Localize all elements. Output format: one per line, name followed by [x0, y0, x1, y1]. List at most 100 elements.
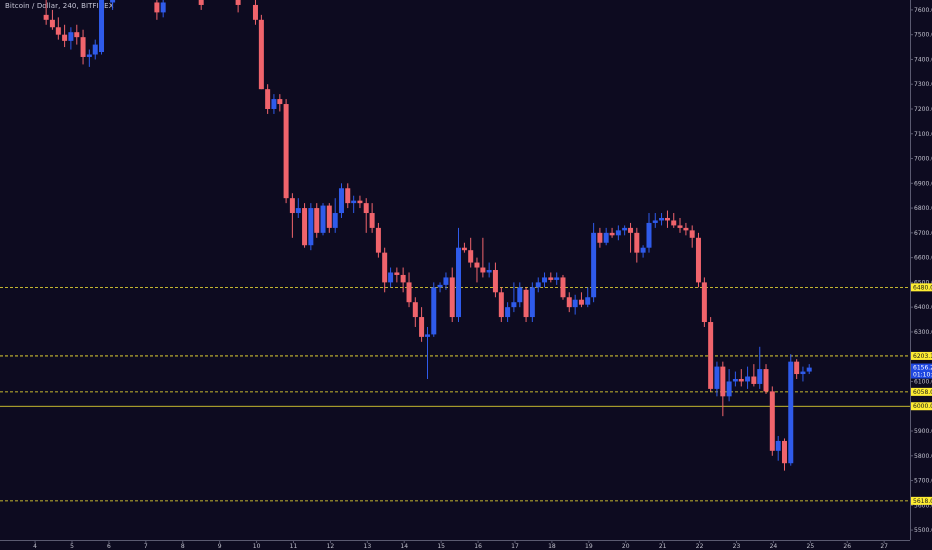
- candle-body: [689, 230, 695, 238]
- countdown-label: 01:10:47: [913, 372, 932, 379]
- y-tick-label: 6700.0: [914, 230, 932, 237]
- candle-body: [265, 89, 271, 109]
- candle-body: [424, 334, 430, 337]
- y-tick-label: 7100.0: [914, 131, 932, 138]
- x-tick-label: 8: [181, 543, 185, 550]
- candle-body: [652, 220, 658, 223]
- candle-body: [235, 0, 241, 5]
- y-tick-label: 6300.0: [914, 329, 932, 336]
- x-tick-label: 14: [400, 543, 408, 550]
- y-tick-label: 6900.0: [914, 180, 932, 187]
- candle-body: [412, 302, 418, 318]
- x-tick-label: 19: [585, 543, 593, 550]
- candle-body: [566, 297, 572, 308]
- level-tag-label: 6058.0: [913, 389, 932, 396]
- y-tick-label: 6500.0: [914, 279, 932, 286]
- candle-body: [523, 289, 529, 318]
- candle-body: [160, 2, 166, 13]
- candle-body: [781, 440, 787, 464]
- candle-body: [622, 227, 628, 231]
- candle-body: [480, 267, 486, 273]
- candle-body: [677, 225, 683, 228]
- level-tag: [911, 496, 932, 505]
- candle-body: [252, 4, 258, 20]
- y-tick-label: 7300.0: [914, 81, 932, 88]
- candle-body: [277, 99, 283, 105]
- candle-body: [468, 250, 474, 263]
- candle-body: [431, 287, 437, 335]
- candle-body: [701, 282, 707, 323]
- candle-body: [338, 188, 344, 214]
- y-tick-label: 7600.0: [914, 7, 932, 14]
- candle-body: [578, 299, 584, 305]
- candle-body: [443, 277, 449, 285]
- x-tick-label: 13: [364, 543, 372, 550]
- candle-body: [548, 277, 554, 280]
- candle-body: [80, 37, 86, 57]
- candle-body: [308, 208, 314, 246]
- candle-body: [794, 361, 800, 375]
- candle-body: [406, 282, 412, 303]
- candle-body: [498, 292, 504, 318]
- candle-body: [726, 381, 732, 397]
- candle-body: [388, 272, 394, 283]
- candle-body: [732, 378, 738, 382]
- chart-title: Bitcoin / Dollar, 240, BITFINEX: [5, 2, 114, 10]
- y-tick-label: 7500.0: [914, 32, 932, 39]
- candle-body: [314, 208, 320, 233]
- candle-body: [751, 376, 757, 384]
- y-tick-label: 6100.0: [914, 378, 932, 385]
- candle-body: [714, 366, 720, 389]
- x-tick-label: 21: [659, 543, 667, 550]
- candle-body: [382, 252, 388, 283]
- candle-body: [511, 302, 517, 308]
- candle-body: [198, 0, 204, 5]
- candle-body: [745, 376, 751, 382]
- x-tick-label: 25: [807, 543, 815, 550]
- level-tag-label: 6000.0: [913, 403, 932, 410]
- y-tick-label: 7000.0: [914, 156, 932, 163]
- x-tick-label: 12: [327, 543, 335, 550]
- level-tag: [911, 387, 932, 396]
- candle-body: [535, 282, 541, 288]
- candle-body: [86, 54, 92, 57]
- candle-body: [49, 19, 55, 28]
- candle-body: [609, 232, 615, 236]
- last-price-label: 6156.2: [913, 365, 932, 372]
- x-tick-label: 18: [548, 543, 556, 550]
- y-tick-label: 5500.0: [914, 527, 932, 534]
- candle-body: [474, 262, 480, 268]
- candle-body: [769, 391, 775, 451]
- candle-body: [456, 247, 462, 318]
- candle-body: [560, 277, 566, 298]
- candle-body: [517, 287, 523, 303]
- candle-body: [99, 0, 105, 53]
- candle-body: [757, 369, 763, 384]
- candle-body: [529, 287, 535, 318]
- candle-body: [585, 297, 591, 305]
- candle-body: [154, 2, 160, 13]
- candle-body: [659, 217, 665, 221]
- x-tick-label: 6: [107, 543, 111, 550]
- candle-body: [775, 440, 781, 451]
- candle-body: [289, 198, 295, 214]
- candle-body: [461, 247, 467, 251]
- x-tick-label: 5: [70, 543, 74, 550]
- candle-body: [683, 227, 689, 231]
- candle-body: [351, 200, 357, 204]
- y-tick-label: 6800.0: [914, 205, 932, 212]
- candle-body: [271, 99, 277, 109]
- candle-body: [486, 270, 492, 273]
- x-tick-label: 23: [733, 543, 741, 550]
- candle-body: [597, 232, 603, 243]
- candle-body: [55, 27, 61, 35]
- candle-body: [375, 227, 381, 253]
- candle-body: [603, 232, 609, 243]
- candle-body: [788, 361, 794, 464]
- candle-body: [283, 104, 289, 199]
- candle-body: [369, 213, 375, 228]
- candle-body: [295, 208, 301, 214]
- candle-body: [763, 369, 769, 392]
